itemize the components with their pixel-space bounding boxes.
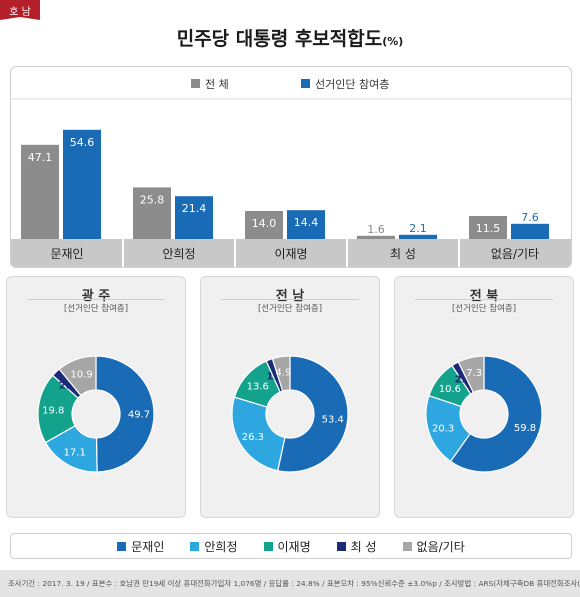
donut-chart-gwangju: 49.7 17.1 19.8 2.510.9 [37,355,155,473]
legend-item-ahn: 안희정 [190,538,238,555]
donut-value-label: 13.6 [247,382,269,393]
legend-item-lee: 이재명 [263,538,311,555]
category-label: 문재인 [50,247,83,261]
donut-subtitle-jeonnam: [선거인단 참여층] [257,304,323,314]
donut-panel-jeonnam: 전 남 [선거인단 참여층] 53.4 26.3 13.6 1.8 4.9 [200,276,380,518]
bar-value-label: 47.1 [28,151,53,164]
donut-value-label: 7.3 [466,368,482,379]
donut-value-label: 59.8 [514,423,536,434]
bar [175,196,213,239]
bar-value-label: 11.5 [476,222,501,235]
donut-slice [276,355,349,473]
bar-legend-label: 선거인단 참여층 [315,78,389,91]
bar-value-label: 21.4 [182,202,207,215]
bar-value-label: 54.6 [70,136,95,149]
bar [469,216,507,239]
donut-divider [221,299,359,300]
donut-legend: 문재인 안희정 이재명 최 성 없음/기타 [10,533,572,559]
bar-value-label: 14.0 [252,217,277,230]
bar-value-label: 14.4 [294,216,319,229]
legend-item-none: 없음/기타 [402,538,465,555]
donut-divider [27,299,165,300]
legend-swatch [301,79,310,88]
bar [63,129,101,239]
legend-swatch [117,541,127,551]
bar-legend-label: 전 체 [205,78,229,91]
legend-swatch [336,541,346,551]
bar [245,211,283,239]
donut-value-label: 2.0 [455,374,473,385]
bar-legend: 전 체 선거인단 참여층 [191,78,389,91]
donut-value-label: 4.9 [275,368,291,379]
legend-swatch [191,79,200,88]
donut-value-label: 20.3 [432,423,454,434]
donut-title-gwangju: 광 주 [81,289,111,304]
title-unit: (%) [382,35,404,48]
page-title: 민주당 대통령 후보적합도(%) [0,24,580,54]
donut-chart-jeonbuk: 59.8 20.3 10.62.07.3 [425,355,543,473]
donut-value-label: 49.7 [128,410,150,421]
donut-value-label: 2.5 [59,380,77,391]
legend-label: 문재인 [131,539,165,554]
legend-item-choi: 최 성 [336,538,377,555]
donut-panel-gwangju: 광 주 [선거인단 참여층] 49.7 17.1 19.8 2.5 10.9 [6,276,186,518]
legend-label: 최 성 [350,539,377,554]
bar [399,234,437,239]
donut-chart-jeonnam: 53.4 26.3 13.61.84.9 [231,355,349,473]
category-band [11,239,571,267]
donut-value-label: 19.8 [42,405,64,416]
donut-value-label: 10.9 [70,369,92,380]
legend-label: 없음/기타 [416,539,465,554]
title-text: 민주당 대통령 후보적합도 [176,28,383,50]
bar [133,187,171,239]
category-label: 안희정 [162,247,195,261]
bar-value-label: 1.6 [367,223,385,236]
bar [21,144,59,239]
bar-value-label: 25.8 [140,193,165,206]
donut-value-label: 53.4 [322,415,344,426]
donut-slice [95,355,155,473]
legend-swatch [190,541,200,551]
donut-value-label: 26.3 [242,432,264,443]
category-label: 없음/기타 [491,247,539,261]
region-tag: 호 남 [0,0,40,20]
legend-label: 이재명 [277,539,311,554]
donut-value-label: 10.6 [439,384,461,395]
donut-subtitle-gwangju: [선거인단 참여층] [63,304,129,314]
donut-panel-jeonbuk: 전 북 [선거인단 참여층] 59.8 20.3 10.6 2.0 7.3 [394,276,574,518]
category-label: 최 성 [390,247,416,261]
category-label: 이재명 [274,247,307,261]
bar [287,210,325,239]
legend-label: 안희정 [204,539,238,554]
donut-slice [231,396,286,472]
donut-value-label: 1.8 [267,372,285,383]
donut-slice [457,355,485,394]
donut-divider [415,299,553,300]
donut-title-jeonnam: 전 남 [275,289,305,304]
survey-footer: 조사기간 : 2017. 3. 19 / 표본수 : 호남권 만19세 이상 휴… [0,570,580,597]
bar [511,223,549,239]
legend-swatch [263,541,273,551]
bar [357,235,395,239]
donut-title-jeonbuk: 전 북 [469,289,499,304]
donut-value-label: 17.1 [64,447,86,458]
legend-swatch [402,541,412,551]
bar-value-label: 2.1 [409,222,427,235]
donut-slice [58,355,97,397]
donut-slice [271,355,291,392]
donut-subtitle-jeonbuk: [선거인단 참여층] [451,304,517,314]
bar-value-label: 7.6 [521,211,539,224]
legend-item-moon: 문재인 [117,538,164,555]
donut-slice [449,355,543,473]
